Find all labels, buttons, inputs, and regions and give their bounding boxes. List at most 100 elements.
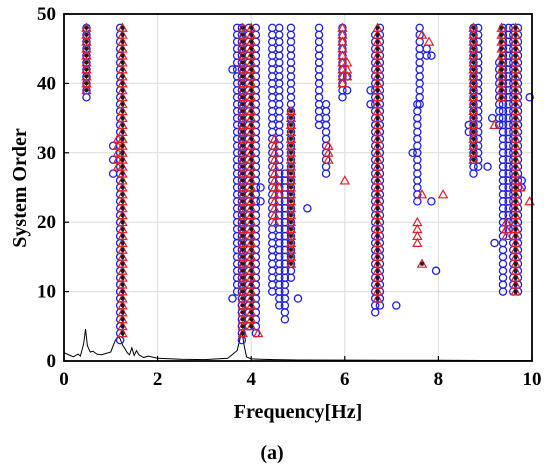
star-marker [120, 157, 125, 162]
star-marker [240, 88, 245, 93]
circle-marker [415, 51, 424, 60]
y-axis-ticks: 0 10 20 30 40 50 [37, 4, 69, 372]
star-marker [288, 213, 294, 218]
circle-marker [268, 231, 277, 241]
star-marker [375, 32, 380, 38]
star-marker [84, 60, 89, 65]
triangle-marker [269, 140, 280, 150]
circle-marker [268, 245, 277, 255]
circle-marker [275, 23, 284, 33]
star-marker [120, 88, 125, 93]
star-marker [499, 74, 504, 79]
star-marker [513, 108, 518, 114]
frequency-spectrum [63, 329, 533, 362]
star-marker [375, 81, 380, 86]
star-marker [84, 53, 89, 58]
triangle-marker [339, 175, 351, 185]
star-marker [249, 247, 254, 253]
circle-marker [321, 120, 331, 130]
star-marker [120, 53, 125, 58]
star-marker [513, 150, 518, 155]
star-marker [513, 213, 518, 218]
figure-caption: (a) [260, 442, 283, 464]
star-marker [471, 150, 476, 155]
circle-marker [490, 238, 499, 248]
star-marker [288, 247, 294, 253]
star-marker [499, 32, 504, 38]
triangle-marker [269, 175, 280, 185]
star-marker [288, 115, 294, 121]
star-marker [240, 108, 245, 114]
star-marker [513, 115, 518, 121]
circle-marker [498, 252, 508, 262]
star-marker [249, 60, 254, 65]
circle-marker [286, 93, 296, 102]
triangle-marker [341, 57, 353, 67]
star-marker [513, 88, 518, 93]
star-marker [240, 199, 245, 204]
star-marker [375, 233, 380, 239]
star-marker [249, 206, 254, 211]
spectrum-line [63, 329, 533, 362]
triangle-marker [337, 36, 348, 46]
star-marker [375, 282, 380, 287]
star-marker [120, 303, 125, 308]
circle-marker [314, 72, 324, 81]
circle-marker [314, 51, 324, 60]
star-marker [120, 324, 125, 329]
triangle-marker [269, 168, 280, 178]
triangle-marker [341, 64, 353, 74]
star-marker [240, 289, 245, 294]
star-marker [120, 150, 125, 155]
star-marker [288, 164, 294, 169]
star-marker [84, 88, 89, 93]
circle-marker [275, 51, 284, 60]
star-marker [240, 233, 245, 239]
circle-marker [275, 37, 284, 47]
circle-marker [408, 148, 417, 158]
star-marker [120, 108, 125, 114]
star-marker [240, 254, 245, 260]
star-marker [471, 122, 476, 128]
star-marker [375, 150, 380, 155]
star-marker [240, 282, 245, 287]
star-marker [249, 317, 254, 322]
x-tick-label: 8 [434, 369, 444, 390]
triangle-marker [412, 216, 423, 227]
circle-marker [392, 301, 401, 310]
star-marker [120, 240, 125, 246]
star-marker [375, 220, 380, 225]
circle-marker [427, 51, 436, 60]
star-marker [249, 220, 254, 225]
circle-marker [268, 93, 277, 102]
star-marker [249, 39, 254, 44]
circle-marker [275, 65, 284, 74]
triangle-marker [501, 223, 512, 234]
circle-marker [413, 197, 422, 206]
star-marker [375, 192, 380, 197]
star-marker [240, 67, 245, 72]
star-marker [240, 206, 245, 211]
circle-marker [314, 120, 324, 130]
circle-marker [413, 141, 422, 151]
star-marker [249, 289, 254, 294]
triangle-marker [269, 154, 280, 164]
star-marker [249, 254, 254, 260]
star-marker [375, 25, 380, 31]
star-marker [249, 275, 254, 280]
star-marker [240, 240, 245, 246]
star-marker [249, 157, 254, 162]
circle-marker [413, 106, 422, 116]
triangle-marker [269, 147, 280, 157]
y-tick-label: 0 [47, 351, 57, 372]
triangle-marker [323, 140, 334, 150]
star-marker [471, 81, 476, 86]
star-marker [240, 157, 245, 162]
circle-marker [268, 51, 277, 60]
star-marker [513, 164, 518, 169]
star-marker [120, 268, 125, 273]
star-marker [240, 171, 245, 176]
star-marker [471, 67, 476, 72]
star-marker [375, 254, 380, 260]
circle-marker [275, 58, 284, 67]
